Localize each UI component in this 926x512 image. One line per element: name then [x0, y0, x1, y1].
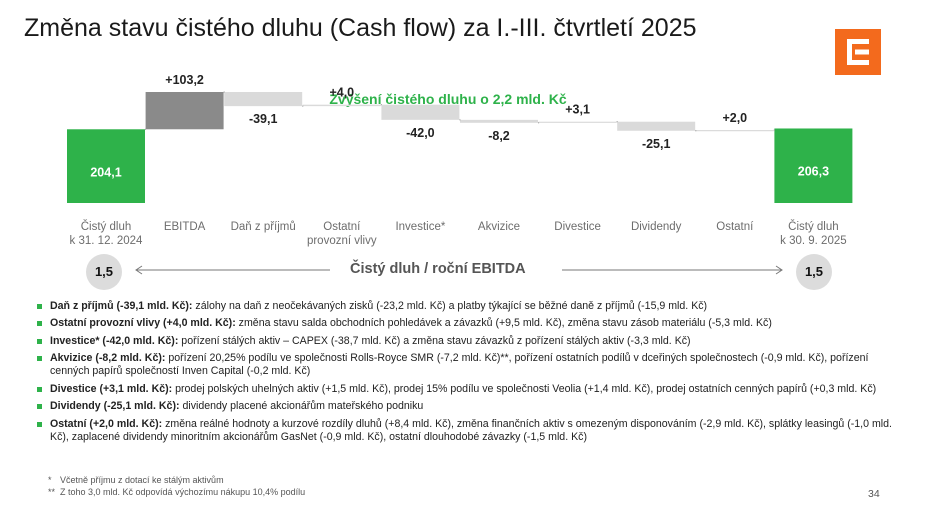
bar-6 [538, 121, 617, 123]
category-label-0: Čistý dluh k 31. 12. 2024 [70, 220, 143, 247]
list-item-heading: Ostatní provozní vlivy (+4,0 mld. Kč): [50, 317, 236, 330]
footnote: ** Z toho 3,0 mld. Kč odpovídá výchozímu … [48, 486, 305, 498]
list-item-text: pořízení stálých aktiv – CAPEX (-38,7 ml… [178, 334, 691, 347]
list-item-heading: Investice* (-42,0 mld. Kč): [50, 334, 179, 347]
list-item-text: změna reálné hodnoty a kurzové rozdíly d… [50, 417, 892, 443]
list-item-heading: Daň z příjmů (-39,1 mld. Kč): [50, 300, 193, 312]
list-item-heading: Divestice (+3,1 mld. Kč): [50, 382, 173, 395]
page-number: 34 [868, 488, 880, 500]
chart-highlight-label: Zvýšení čistého dluhu o 2,2 mld. Kč [329, 91, 566, 107]
bars-layer [67, 92, 853, 203]
bar-8 [695, 130, 774, 132]
category-label-2: Daň z příjmů [231, 221, 296, 233]
explanation-list: Daň z příjmů (-39,1 mld. Kč): zálohy na … [37, 300, 910, 448]
list-item: Daň z příjmů (-39,1 mld. Kč): zálohy na … [37, 300, 910, 313]
company-logo [835, 29, 881, 75]
ratio-row: 1,5 Čistý dluh / roční EBITDA 1,5 [0, 252, 926, 292]
ratio-label: Čistý dluh / roční EBITDA [350, 261, 526, 277]
waterfall-chart: Zvýšení čistého dluhu o 2,2 mld. Kč 204,… [67, 73, 853, 247]
list-item: Dividendy (-25,1 mld. Kč): dividendy pla… [37, 400, 910, 413]
list-item-heading: Akvizice (-8,2 mld. Kč): [50, 352, 166, 365]
list-item-text: pořízení 20,25% podílu ve společnosti Ro… [50, 352, 869, 378]
bar-2 [224, 92, 303, 107]
footnotes: * Včetně příjmu z dotací ke stálým aktivů… [48, 474, 305, 498]
value-labels-layer: 204,1 +103,2 -39,1 +4,0 -42,0 -8,2 +3,1 -25,1 +2… [90, 73, 829, 179]
category-labels-layer: Čistý dluh k 31. 12. 2024 EBITDA Daň z příj… [70, 220, 847, 247]
list-item-text: prodej polských uhelných aktiv (+1,5 mld… [172, 382, 877, 395]
right-arrowhead-icon [775, 265, 783, 275]
value-label-2: -39,1 [249, 112, 278, 126]
value-label-5: -8,2 [488, 129, 510, 143]
page-title: Změna stavu čistého dluhu (Cash flow) za… [24, 14, 697, 42]
bar-1 [145, 92, 224, 130]
footnote-mark: * [48, 475, 52, 485]
bar-5 [460, 119, 538, 123]
value-label-1: +103,2 [165, 73, 204, 87]
list-item-heading: Ostatní (+2,0 mld. Kč): [50, 417, 163, 430]
category-label-5: Akvizice [478, 221, 520, 233]
footnote-text: Včetně příjmu z dotací ke stálým aktivům [60, 475, 224, 485]
bar-9 [774, 128, 853, 203]
category-label-4: Investice* [395, 221, 445, 233]
category-label-8: Ostatní [716, 221, 754, 233]
footnote-text: Z toho 3,0 mld. Kč odpovídá výchozímu ná… [60, 487, 306, 497]
value-label-3: +4,0 [329, 86, 354, 100]
value-label-9: 206,3 [798, 164, 829, 178]
list-item: Ostatní provozní vlivy (+4,0 mld. Kč): z… [37, 317, 910, 330]
ratio-end-badge: 1,5 [796, 254, 832, 290]
category-label-7: Dividendy [631, 221, 682, 233]
category-label-9: Čistý dluh k 30. 9. 2025 [780, 220, 847, 247]
logo-mark-icon [847, 39, 869, 65]
bar-4 [381, 104, 460, 120]
category-label-6: Divestice [554, 221, 601, 233]
list-item-text: změna stavu salda obchodních pohledávek … [235, 317, 772, 330]
list-item-text: dividendy placené akcionářům mateřského … [179, 400, 424, 413]
value-label-8: +2,0 [722, 111, 747, 125]
bar-7 [617, 121, 696, 131]
left-arrowhead-icon [135, 265, 143, 275]
value-label-6: +3,1 [565, 103, 590, 117]
connectors-layer [145, 91, 775, 132]
list-item: Ostatní (+2,0 mld. Kč): změna reálné hod… [37, 417, 910, 444]
bar-3 [302, 104, 381, 107]
list-item: Investice* (-42,0 mld. Kč): pořízení stá… [37, 334, 910, 348]
footnote-mark: ** [48, 487, 56, 497]
category-label-3: Ostatní provozní vlivy [307, 221, 377, 247]
value-label-0: 204,1 [90, 165, 121, 179]
list-item: Akvizice (-8,2 mld. Kč): pořízení 20,25%… [37, 352, 910, 378]
bar-0 [67, 129, 145, 203]
list-item-text: zálohy na daň z neočekávaných zisků (-23… [192, 300, 708, 312]
value-label-4: -42,0 [406, 126, 435, 140]
ratio-start-badge: 1,5 [86, 254, 122, 290]
list-item: Divestice (+3,1 mld. Kč): prodej polskýc… [37, 382, 910, 396]
value-label-7: -25,1 [642, 137, 671, 151]
footnote: * Včetně příjmu z dotací ke stálým aktivů… [48, 474, 305, 486]
category-label-1: EBITDA [164, 221, 206, 233]
ratio-arrows [135, 265, 783, 275]
list-item-heading: Dividendy (-25,1 mld. Kč): [50, 400, 180, 413]
